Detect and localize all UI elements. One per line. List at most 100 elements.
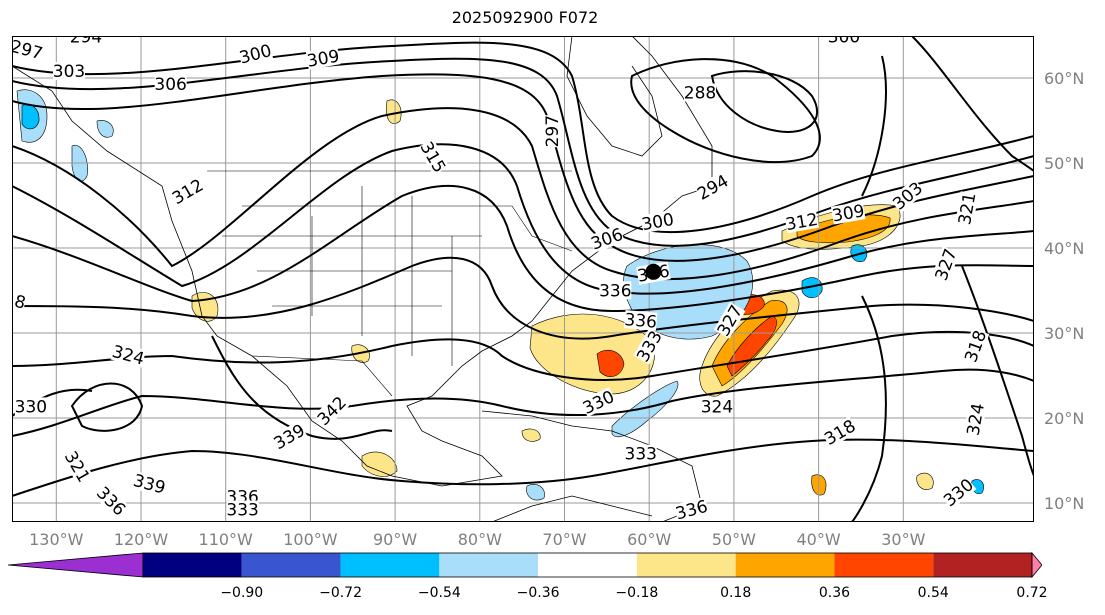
- contour-label: 294: [70, 36, 102, 48]
- anomaly-shading: [916, 472, 934, 490]
- contour-label-background: [169, 175, 206, 208]
- contour-label: 336: [599, 281, 631, 301]
- contour-label-background: [784, 209, 819, 234]
- latitude-label: 20°N: [1044, 409, 1084, 428]
- contour-label: 288: [684, 84, 716, 104]
- contour-label-background: [624, 310, 658, 331]
- colorbar-segment: [241, 553, 341, 577]
- anomaly-shading: [521, 428, 541, 442]
- colorbar-tick-label: 0.18: [720, 585, 752, 601]
- contour-label-background: [640, 209, 675, 234]
- longitude-label: 100°W: [283, 530, 338, 549]
- contour-label: 300: [828, 36, 860, 48]
- map-frame: [12, 36, 1034, 522]
- colorbar-tick-label: 0.54: [917, 585, 949, 601]
- contour-label-background: [633, 327, 665, 365]
- contour-label: 330: [15, 397, 47, 417]
- south-america-coastline: [491, 495, 653, 522]
- colorbar-frame: [142, 552, 1033, 578]
- longitude-label: 40°W: [797, 530, 841, 549]
- longitude-label: 50°W: [712, 530, 756, 549]
- contour-label-background: [93, 483, 130, 519]
- anomaly-shading: [526, 484, 545, 501]
- contour-line: [861, 55, 887, 197]
- colorbar: [8, 551, 1042, 579]
- contour-label-background: [955, 191, 979, 226]
- contour-label: 336: [624, 310, 658, 333]
- longitude-label: 70°W: [542, 530, 586, 549]
- colorbar-segment: [933, 553, 1032, 577]
- contour-line: [961, 265, 1034, 477]
- contour-label-background: [237, 40, 274, 67]
- contour-label-background: [931, 246, 960, 283]
- contour-lines: [12, 36, 1034, 522]
- contour-label: 303: [53, 62, 85, 82]
- contour-label-background: [417, 138, 450, 176]
- contour-label: 324: [701, 397, 733, 417]
- contour-line: [70, 382, 144, 432]
- colorbar-extend-high: [1031, 551, 1042, 579]
- latitude-label: 50°N: [1044, 154, 1084, 173]
- contour-label-background: [599, 281, 632, 300]
- longitude-label: 110°W: [199, 530, 254, 549]
- contour-label-background: [110, 341, 147, 368]
- latitude-label: 60°N: [1044, 69, 1084, 88]
- map-background: [12, 36, 1034, 522]
- contour-label-background: [154, 74, 187, 93]
- contour-label-background: [624, 444, 657, 463]
- contour-label: 306: [154, 75, 186, 95]
- longitude-label: 30°W: [881, 530, 925, 549]
- contour-label-background: [542, 115, 561, 148]
- colorbar-segment: [735, 553, 835, 577]
- anomaly-shading: [801, 277, 823, 299]
- colorbar-segment: [143, 553, 242, 577]
- contour-label-background: [53, 62, 86, 80]
- contour-line: [710, 70, 818, 133]
- contour-label-background: [961, 328, 990, 365]
- longitude-label: 120°W: [114, 530, 169, 549]
- contour-label-background: [713, 302, 746, 339]
- contour-label-background: [684, 83, 717, 102]
- contour-line: [851, 295, 887, 522]
- longitude-label: 60°W: [627, 530, 671, 549]
- colorbar-segment: [834, 553, 934, 577]
- colorbar-tick-label: 0.72: [1016, 585, 1048, 601]
- colorbar-segment: [439, 553, 539, 577]
- colorbar-segment: [636, 553, 736, 577]
- colorbar-tick-label: −0.54: [417, 585, 461, 601]
- latitude-label: 30°N: [1044, 324, 1084, 343]
- contour-label-background: [828, 36, 861, 46]
- anomaly-shading: [596, 349, 625, 377]
- hudson-bay-coastline: [566, 36, 663, 157]
- latitude-label: 40°N: [1044, 239, 1084, 258]
- contour-label: 318: [12, 286, 28, 314]
- contour-label-background: [940, 475, 977, 510]
- colorbar-tick-label: −0.36: [516, 585, 560, 601]
- colorbar-tick-label: −0.18: [615, 585, 659, 601]
- contour-label-background: [270, 420, 308, 453]
- contour-line: [630, 58, 821, 163]
- anomaly-shading: [96, 120, 114, 138]
- contour-label-background: [588, 224, 625, 253]
- contour-label-background: [700, 397, 733, 416]
- contour-label-background: [821, 416, 859, 448]
- contour-line: [12, 330, 1034, 381]
- contour-label-background: [889, 178, 926, 213]
- longitude-label: 90°W: [373, 530, 417, 549]
- contour-label: 333: [625, 445, 657, 465]
- contour-line: [12, 256, 1034, 340]
- contour-label-background: [830, 201, 866, 225]
- contour-label-background: [305, 46, 341, 70]
- contour-label-background: [226, 500, 259, 519]
- contour-line: [911, 36, 1034, 172]
- contour-label-background: [12, 286, 28, 312]
- contour-line: [12, 438, 1034, 497]
- latitude-label: 10°N: [1044, 494, 1084, 513]
- colorbar-segment: [340, 553, 440, 577]
- colorbar-tick-label: 0.36: [818, 585, 851, 601]
- contour-label-background: [673, 496, 710, 522]
- contour-label-background: [580, 387, 617, 418]
- colorbar-segment: [538, 553, 637, 577]
- longitude-label: 130°W: [29, 530, 84, 549]
